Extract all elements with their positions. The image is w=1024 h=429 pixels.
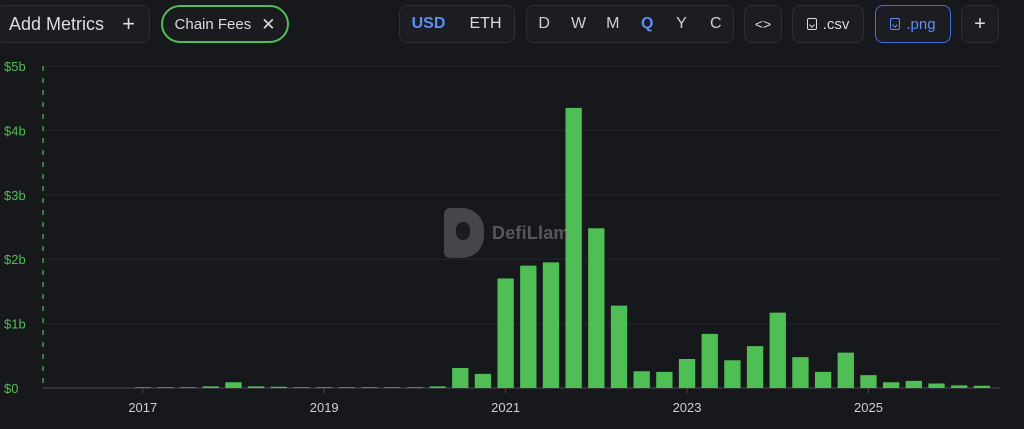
png-label: .png <box>906 16 935 33</box>
period-option-q[interactable]: Q <box>630 15 664 33</box>
add-chart-button[interactable]: + <box>961 5 999 43</box>
add-metrics-button[interactable]: Add Metrics + <box>0 5 150 43</box>
bar <box>248 386 264 388</box>
metric-chip-chain-fees: Chain Fees ✕ <box>161 5 289 43</box>
currency-option-usd[interactable]: USD <box>400 15 457 33</box>
plus-icon: + <box>122 13 135 35</box>
bar <box>497 279 513 388</box>
bar <box>883 382 899 388</box>
bar <box>928 383 944 388</box>
watermark-text: DefiLlam <box>492 223 570 244</box>
download-png-button[interactable]: .png <box>875 5 951 43</box>
y-tick-label: $5b <box>4 59 26 74</box>
bar <box>815 372 831 388</box>
bar <box>860 375 876 388</box>
bar <box>271 387 287 388</box>
plus-icon: + <box>974 13 986 36</box>
x-tick-label: 2021 <box>491 400 520 415</box>
metric-chip-label: Chain Fees <box>175 16 252 33</box>
period-option-m[interactable]: M <box>596 15 630 33</box>
period-option-c[interactable]: C <box>699 15 733 33</box>
bar <box>407 387 423 388</box>
close-icon[interactable]: ✕ <box>261 16 275 33</box>
defillama-watermark: DefiLlam <box>444 208 570 258</box>
bar <box>452 368 468 388</box>
currency-toggle: USD ETH <box>399 5 515 43</box>
bar <box>588 228 604 388</box>
y-tick-label: $3b <box>4 188 26 203</box>
bar <box>724 360 740 388</box>
file-download-icon <box>807 18 817 30</box>
bar <box>180 387 196 388</box>
bar <box>747 346 763 388</box>
bar <box>475 374 491 388</box>
bar <box>543 262 559 388</box>
y-tick-label: $4b <box>4 123 26 138</box>
bar <box>906 381 922 388</box>
y-tick-label: $1b <box>4 317 26 332</box>
bar <box>316 387 332 388</box>
bar <box>611 306 627 388</box>
bar <box>225 382 241 388</box>
currency-option-eth[interactable]: ETH <box>457 15 514 33</box>
x-tick-label: 2025 <box>854 400 883 415</box>
download-csv-button[interactable]: .csv <box>792 5 864 43</box>
bar <box>135 387 151 388</box>
bar <box>770 313 786 388</box>
bar <box>838 353 854 388</box>
defillama-logo-icon <box>444 208 484 258</box>
csv-label: .csv <box>823 16 850 33</box>
add-metrics-label: Add Metrics <box>9 14 104 35</box>
code-icon: <> <box>755 16 771 32</box>
x-tick-label: 2019 <box>310 400 339 415</box>
bar <box>974 386 990 388</box>
x-tick-label: 2023 <box>673 400 702 415</box>
bar <box>203 386 219 388</box>
period-option-d[interactable]: D <box>527 15 561 33</box>
bar <box>702 334 718 388</box>
bar <box>384 387 400 388</box>
bar <box>634 371 650 388</box>
bar <box>339 387 355 388</box>
bar <box>157 387 173 388</box>
bar <box>520 266 536 388</box>
bar <box>656 372 672 388</box>
period-option-w[interactable]: W <box>561 15 595 33</box>
bar <box>293 387 309 388</box>
embed-button[interactable]: <> <box>744 5 782 43</box>
y-tick-label: $2b <box>4 252 26 267</box>
bar <box>679 359 695 388</box>
x-tick-label: 2017 <box>128 400 157 415</box>
bar <box>429 386 445 388</box>
bar <box>951 385 967 388</box>
file-download-icon <box>890 18 900 30</box>
bar <box>361 387 377 388</box>
period-option-y[interactable]: Y <box>664 15 698 33</box>
bar <box>792 357 808 388</box>
y-tick-label: $0 <box>4 381 18 396</box>
